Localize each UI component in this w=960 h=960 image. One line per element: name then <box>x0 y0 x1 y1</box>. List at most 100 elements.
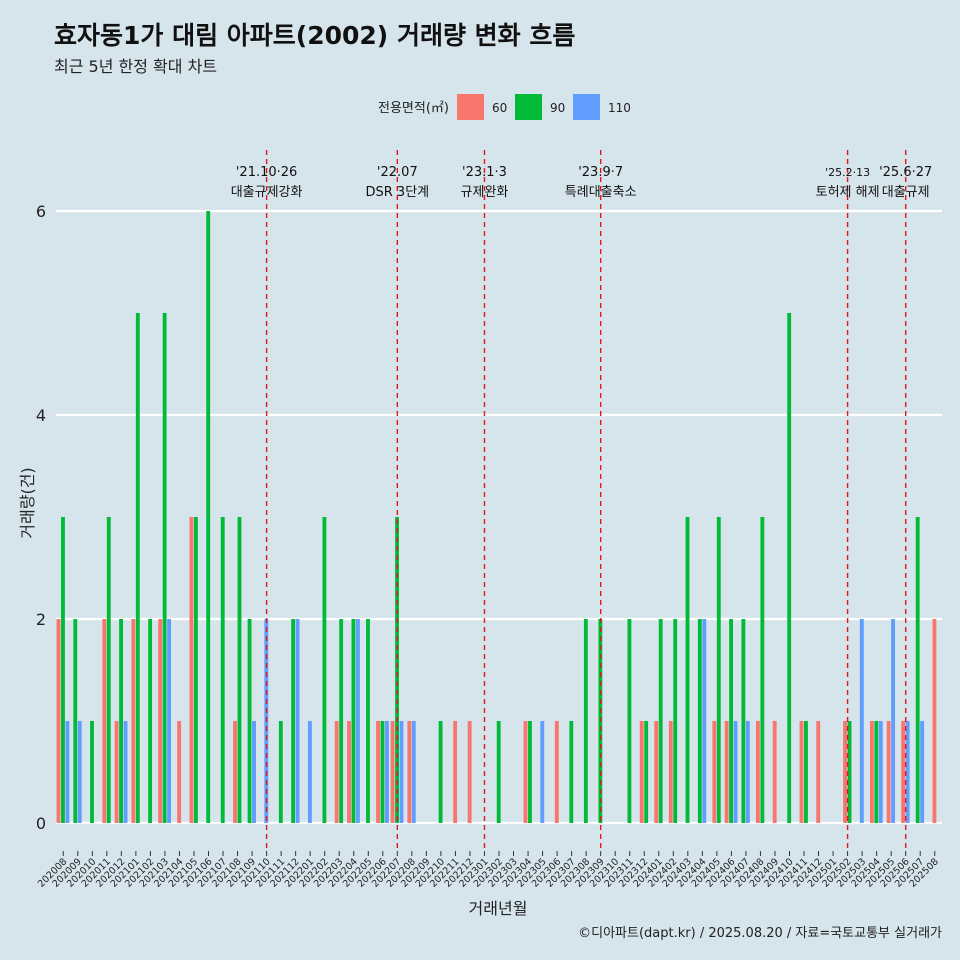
y-tick-label: 6 <box>36 202 46 221</box>
bar-202206-90 <box>380 721 385 823</box>
event-date: '23.1·3 <box>462 165 507 180</box>
bar-202404-110 <box>702 619 707 823</box>
bar-202505-110 <box>891 619 896 823</box>
bar-202504-60 <box>869 721 874 823</box>
bar-202402-90 <box>673 619 678 823</box>
event-date: '23.9·7 <box>578 165 623 180</box>
bar-202311-90 <box>627 619 632 823</box>
bar-202008-90 <box>61 517 65 823</box>
bar-202312-60 <box>639 721 644 823</box>
bar-202412-60 <box>816 721 821 823</box>
y-axis: 0 2 4 6 <box>36 202 46 833</box>
bar-202109-90 <box>247 619 252 823</box>
bar-202203-90 <box>339 619 344 823</box>
bar-202203-60 <box>334 721 339 823</box>
bar-202112-90 <box>291 619 296 823</box>
bar-202101-60 <box>131 619 136 823</box>
source-caption: ©디아파트(dapt.kr) / 2025.08.20 / 자료=국토교통부 실… <box>578 926 942 941</box>
bar-202211-60 <box>453 721 458 823</box>
bar-202502-90 <box>847 721 852 823</box>
bar-202304-60 <box>523 721 528 823</box>
y-tick-label: 0 <box>36 814 46 833</box>
bar-202009-110 <box>77 721 82 823</box>
bar-202406-110 <box>733 721 738 823</box>
bar-202206-60 <box>376 721 380 823</box>
bar-202101-90 <box>135 313 140 823</box>
bar-202503-110 <box>859 619 864 823</box>
bar-202508-60 <box>932 619 937 823</box>
bar-202207-90 <box>395 517 399 823</box>
bar-202302-90 <box>496 721 501 823</box>
bar-202012-90 <box>119 619 123 823</box>
x-axis-label: 거래년월 <box>469 899 528 918</box>
bar-202108-60 <box>233 721 237 823</box>
legend: 전용면적(㎡) 60 90 110 <box>378 94 631 120</box>
event-label: 대출규제강화 <box>231 185 303 200</box>
y-axis-label: 거래량(건) <box>18 467 37 538</box>
bar-202312-90 <box>644 721 649 823</box>
legend-label-90: 90 <box>550 101 565 115</box>
bar-202109-110 <box>252 721 256 823</box>
bar-202204-110 <box>355 619 360 823</box>
bar-202008-110 <box>65 721 70 823</box>
event-date: '25.6·27 <box>879 165 932 180</box>
bar-202207-60 <box>390 721 395 823</box>
bar-202204-60 <box>347 721 351 823</box>
y-tick-label: 4 <box>36 406 46 425</box>
bar-202308-90 <box>583 619 588 823</box>
bar-202406-60 <box>724 721 729 823</box>
chart-subtitle: 최근 5년 한정 확대 차트 <box>54 57 218 76</box>
bar-202111-90 <box>278 721 283 823</box>
bar-202102-90 <box>148 619 153 823</box>
bar-202103-110 <box>167 619 172 823</box>
bar-202208-110 <box>411 721 416 823</box>
bar-202405-60 <box>712 721 717 823</box>
event-label: 특례대출축소 <box>565 185 637 200</box>
bar-202008-60 <box>56 619 61 823</box>
legend-swatch-60 <box>457 94 484 120</box>
bar-202103-90 <box>162 313 167 823</box>
bar-202208-60 <box>407 721 412 823</box>
bar-202206-110 <box>385 721 389 823</box>
y-tick-label: 2 <box>36 610 46 629</box>
bar-202403-90 <box>685 517 690 823</box>
bar-202009-90 <box>73 619 78 823</box>
event-date: '21.10·26 <box>236 165 297 180</box>
legend-swatch-110 <box>573 94 600 120</box>
bar-202409-60 <box>772 721 777 823</box>
bar-202011-90 <box>106 517 111 823</box>
bar-202012-60 <box>114 721 119 823</box>
event-label: 규제완화 <box>461 185 509 200</box>
bars <box>56 211 937 823</box>
event-label: 대출규제 <box>882 185 930 200</box>
bar-202010-90 <box>90 721 94 823</box>
bar-202402-60 <box>668 721 673 823</box>
bar-202411-60 <box>799 721 804 823</box>
bar-202504-110 <box>878 721 883 823</box>
bar-202103-60 <box>158 619 163 823</box>
bar-202410-90 <box>787 313 792 823</box>
bar-202506-110 <box>905 721 910 823</box>
chart-title: 효자동1가 대림 아파트(2002) 거래량 변화 흐름 <box>54 21 576 50</box>
bar-202204-90 <box>351 619 356 823</box>
bar-202406-90 <box>729 619 734 823</box>
bar-202210-90 <box>438 721 443 823</box>
bar-202411-90 <box>804 721 808 823</box>
bar-202502-60 <box>843 721 847 823</box>
bar-202306-60 <box>554 721 559 823</box>
bar-202108-90 <box>237 517 242 823</box>
legend-label-110: 110 <box>608 101 631 115</box>
bar-202404-90 <box>697 619 702 823</box>
bar-202011-60 <box>102 619 107 823</box>
bar-202504-90 <box>874 721 879 823</box>
event-label: DSR 3단계 <box>366 185 430 200</box>
x-axis: 2020082020092020102020112020122021012021… <box>36 851 941 890</box>
bar-202205-90 <box>366 619 370 823</box>
event-date: '25.2·13 <box>825 166 870 179</box>
legend-title: 전용면적(㎡) <box>378 101 449 116</box>
bar-202107-90 <box>220 517 225 823</box>
bar-202407-90 <box>741 619 746 823</box>
bar-202105-60 <box>189 517 194 823</box>
